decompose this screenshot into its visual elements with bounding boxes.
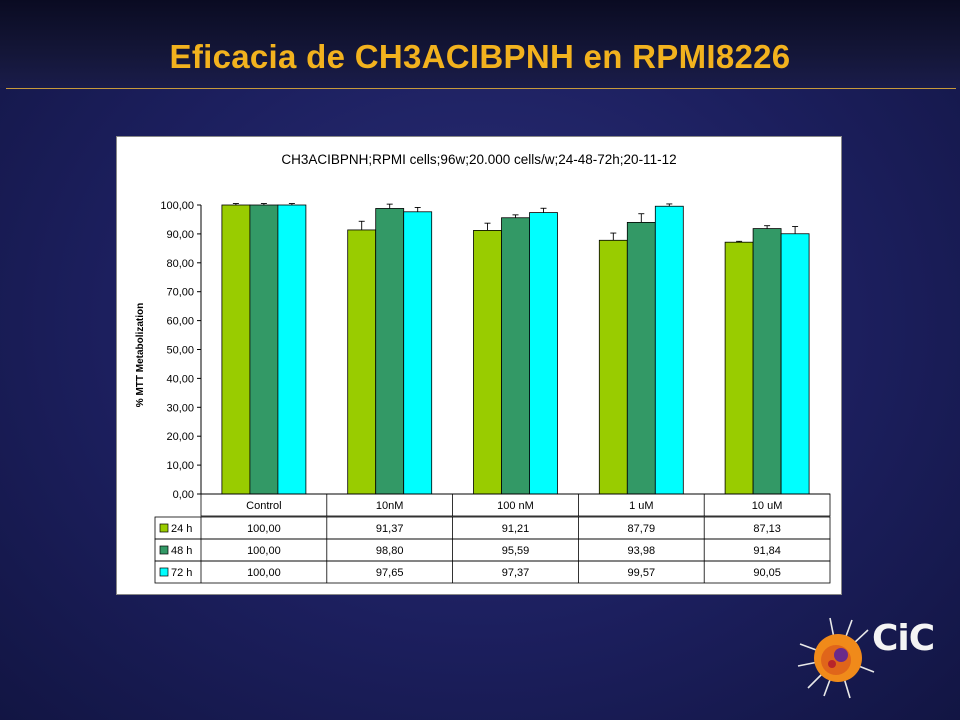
table-cell-value: 99,57 (628, 567, 656, 579)
bar-48h-3 (626, 221, 656, 495)
y-tick-label: 60,00 (166, 316, 194, 328)
title-divider (6, 88, 956, 89)
legend-swatch (159, 545, 169, 555)
logo-text: CiC (872, 618, 935, 659)
x-tick-label: 100 nM (497, 500, 534, 512)
x-tick-label: 10 uM (752, 500, 783, 512)
x-tick-label: Control (246, 500, 281, 512)
legend-label: 48 h (171, 545, 192, 557)
chart-title: CH3ACIBPNH;RPMI cells;96w;20.000 cells/w… (281, 152, 676, 167)
table-cell-value: 93,98 (628, 545, 656, 557)
bar-72h-2 (529, 212, 558, 495)
slide-title: Eficacia de CH3ACIBPNH en RPMI8226 (169, 38, 791, 75)
chart-panel: CH3ACIBPNH;RPMI cells;96w;20.000 cells/w… (116, 136, 842, 595)
y-tick-label: 10,00 (166, 460, 194, 472)
table-cell-value: 91,84 (753, 545, 781, 557)
x-tick-label: 10nM (376, 500, 404, 512)
bar-48h-2 (501, 217, 530, 495)
table-cell-value: 97,65 (376, 567, 404, 579)
bar-48h-1 (375, 208, 405, 495)
table-cell-value: 87,79 (628, 523, 656, 535)
legend-swatch (159, 523, 169, 533)
legend-label: 72 h (171, 567, 192, 579)
legend-swatch (159, 567, 169, 577)
table-cell-value: 95,59 (502, 545, 530, 557)
y-tick-label: 80,00 (166, 258, 194, 270)
y-tick-label: 30,00 (166, 402, 194, 414)
y-axis-label: % MTT Metabolization (135, 303, 146, 407)
bar-72h-3 (654, 205, 684, 495)
bar-24h-2 (473, 230, 502, 495)
y-tick-label: 0,00 (173, 489, 194, 501)
title-band (0, 0, 960, 88)
x-tick-label: 1 uM (629, 500, 653, 512)
y-tick-label: 90,00 (166, 229, 194, 241)
y-tick-label: 100,00 (160, 200, 194, 212)
table-cell-value: 98,80 (376, 545, 404, 557)
cic-logo-icon (797, 617, 875, 699)
bar-48h-0 (249, 204, 279, 495)
table-cell-value: 87,13 (753, 523, 781, 535)
legend-label: 24 h (171, 523, 192, 535)
table-cell-value: 91,37 (376, 523, 404, 535)
table-row (154, 560, 831, 584)
bar-24h-3 (598, 239, 628, 495)
bar-72h-0 (277, 204, 307, 495)
table-cell-value: 97,37 (502, 567, 530, 579)
y-tick-label: 20,00 (166, 431, 194, 443)
bar-72h-1 (403, 211, 433, 495)
table-cell-value: 100,00 (247, 523, 281, 535)
bar-chart: CH3ACIBPNH;RPMI cells;96w;20.000 cells/w… (135, 152, 831, 584)
y-tick-label: 70,00 (166, 287, 194, 299)
bar-72h-4 (780, 233, 810, 495)
table-cell-value: 100,00 (247, 545, 281, 557)
table-header-row (200, 493, 831, 517)
bar-24h-4 (724, 241, 754, 495)
table-cell-value: 91,21 (502, 523, 530, 535)
y-tick-label: 50,00 (166, 345, 194, 357)
table-cell-value: 100,00 (247, 567, 281, 579)
bar-24h-1 (347, 229, 377, 495)
bar-24h-0 (221, 204, 251, 495)
table-cell-value: 90,05 (753, 567, 781, 579)
y-tick-label: 40,00 (166, 373, 194, 385)
bar-48h-4 (752, 228, 782, 495)
